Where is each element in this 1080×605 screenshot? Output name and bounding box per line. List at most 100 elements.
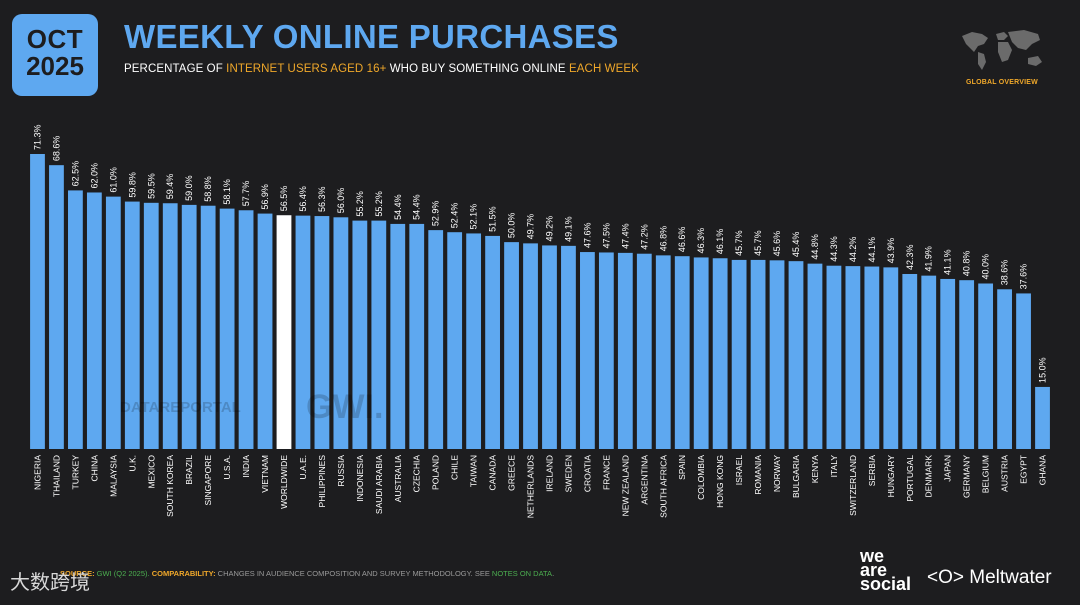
- category-label: HUNGARY: [886, 455, 896, 498]
- category-label: NETHERLANDS: [526, 455, 536, 519]
- category-label: COLOMBIA: [696, 455, 706, 500]
- page-title: WEEKLY ONLINE PURCHASES: [124, 18, 619, 55]
- bar-u-a-e-: [295, 215, 311, 449]
- chart-value-labels: 71.3% 68.6% 62.5% 62.0% 61.0% 59.8% 59.5% 59.4%…: [32, 124, 1047, 382]
- category-label: U.K.: [127, 455, 137, 472]
- bar-india: [238, 210, 254, 449]
- bar-u-k-: [124, 201, 140, 449]
- value-label: 59.4%: [165, 174, 175, 200]
- category-label: SAUDI ARABIA: [374, 455, 384, 514]
- value-label: 47.6%: [582, 223, 592, 249]
- category-label: GERMANY: [962, 455, 972, 498]
- datareportal-watermark: DATAREPORTAL: [120, 399, 241, 416]
- meltwater-logo: <O> Meltwater: [927, 567, 1052, 589]
- bar-germany: [959, 280, 975, 449]
- bar-south-africa: [655, 255, 671, 449]
- dashuju-watermark: 大数跨境: [10, 572, 90, 594]
- value-label: 56.3%: [317, 187, 327, 213]
- bar-u-s-a-: [219, 208, 235, 449]
- category-label: KENYA: [810, 455, 820, 484]
- value-label: 50.0%: [507, 213, 517, 239]
- category-label: HONG KONG: [715, 455, 725, 508]
- gwi-watermark: GWI.: [306, 388, 383, 426]
- source-text: GWI (Q2 2025).: [94, 569, 152, 578]
- bar-norway: [769, 260, 785, 449]
- value-label: 45.7%: [753, 230, 763, 256]
- category-label: SOUTH AFRICA: [658, 455, 668, 518]
- value-label: 68.6%: [51, 136, 61, 162]
- bar-portugal: [902, 273, 918, 449]
- category-label: MEXICO: [146, 455, 156, 489]
- value-label: 44.3%: [829, 236, 839, 262]
- category-label: SWITZERLAND: [848, 455, 858, 516]
- bar-japan: [940, 278, 956, 449]
- meltwater-text: Meltwater: [969, 567, 1052, 588]
- category-label: INDONESIA: [355, 455, 365, 502]
- badge-month: OCT: [26, 24, 84, 54]
- category-label: NEW ZEALAND: [620, 455, 630, 516]
- page-subtitle: PERCENTAGE OF INTERNET USERS AGED 16+ WH…: [124, 63, 639, 75]
- value-label: 47.5%: [601, 223, 611, 249]
- category-label: DENMARK: [924, 455, 934, 498]
- notes-on-data-link[interactable]: NOTES ON DATA: [491, 569, 553, 578]
- category-label: U.A.E.: [298, 455, 308, 480]
- value-label: 41.9%: [924, 246, 934, 272]
- value-label: 58.8%: [203, 176, 213, 202]
- subtitle-part-1: PERCENTAGE OF: [124, 63, 227, 75]
- value-label: 42.3%: [905, 244, 915, 270]
- value-label: 51.5%: [488, 206, 498, 232]
- value-label: 52.9%: [431, 201, 441, 227]
- category-label: U.S.A.: [222, 455, 232, 480]
- value-label: 49.2%: [544, 216, 554, 242]
- value-label: 47.4%: [620, 223, 630, 249]
- bar-thailand: [49, 165, 64, 450]
- global-overview-label: GLOBAL OVERVIEW: [966, 79, 1038, 86]
- category-label: PHILIPPINES: [317, 455, 327, 508]
- category-label: WORLDWIDE: [279, 455, 289, 509]
- was-are: are: [860, 560, 888, 580]
- bar-israel: [731, 259, 747, 449]
- value-label: 46.6%: [677, 227, 687, 253]
- subtitle-part-2: INTERNET USERS AGED 16+: [226, 63, 387, 75]
- subtitle-part-3: WHO BUY SOMETHING ONLINE: [386, 63, 569, 75]
- category-label: VIETNAM: [260, 455, 270, 493]
- category-label: NIGERIA: [32, 455, 42, 490]
- bar-turkey: [68, 190, 83, 449]
- value-label: 46.8%: [658, 226, 668, 252]
- bar-argentina: [636, 253, 652, 449]
- bar-switzerland: [845, 266, 861, 449]
- value-label: 45.6%: [772, 231, 782, 257]
- value-label: 56.9%: [260, 184, 270, 210]
- world-map-icon: [962, 30, 1042, 70]
- was-we: we: [860, 546, 885, 566]
- bar-bulgaria: [788, 261, 804, 449]
- bar-australia: [390, 223, 406, 449]
- value-label: 56.4%: [298, 186, 308, 212]
- category-label: THAILAND: [51, 455, 61, 497]
- value-label: 41.1%: [943, 249, 953, 275]
- bar-italy: [826, 265, 842, 449]
- bar-greece: [504, 242, 519, 449]
- bar-new-zealand: [617, 252, 633, 449]
- category-label: SINGAPORE: [203, 455, 213, 506]
- category-label: TURKEY: [70, 455, 80, 490]
- subtitle-part-4: EACH WEEK: [569, 63, 639, 75]
- value-label: 62.5%: [70, 161, 80, 187]
- bar-saudi-arabia: [371, 220, 387, 449]
- bar-croatia: [580, 252, 595, 449]
- category-label: POLAND: [431, 455, 441, 490]
- category-label: AUSTRALIA: [393, 455, 403, 503]
- category-label: GREECE: [507, 455, 517, 491]
- bar-malaysia: [105, 196, 121, 449]
- category-label: TAIWAN: [469, 455, 479, 487]
- bar-netherlands: [523, 243, 538, 449]
- category-label: CROATIA: [582, 455, 592, 492]
- bar-czechia: [409, 223, 425, 449]
- value-label: 49.7%: [526, 214, 536, 240]
- value-label: 45.4%: [791, 232, 801, 258]
- bar-south-korea: [162, 203, 178, 449]
- bar-philippines: [314, 216, 330, 449]
- category-label: ISRAEL: [734, 455, 744, 486]
- category-label: FRANCE: [601, 455, 611, 490]
- category-label: EGYPT: [1019, 455, 1029, 484]
